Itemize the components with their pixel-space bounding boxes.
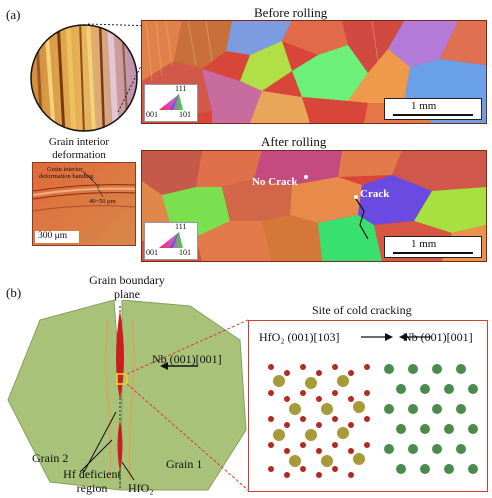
ipf-label-101: 101 <box>179 110 191 119</box>
ebsd-before-grains <box>142 21 486 123</box>
inset-caption-line1: Grain interior <box>48 136 110 148</box>
site-title: Site of cold cracking <box>312 303 412 317</box>
magnified-inset-circle <box>30 24 138 132</box>
optical-micrograph: Grain interior deformation banding 40~50… <box>32 162 136 246</box>
gb-plane-label: Grain boundary plane <box>79 273 175 302</box>
scale-after-line <box>393 252 473 254</box>
hfo2-label: HfO₂ <box>128 481 154 495</box>
scale-bar-before: 1 mm <box>384 98 482 120</box>
site-marker-box <box>116 373 128 385</box>
atomic-structure <box>268 333 478 478</box>
micro-label-1: Grain interior <box>47 166 83 173</box>
scale-after-label: 1 mm <box>411 238 437 250</box>
grain-2-label: Grain 2 <box>32 451 69 465</box>
scale-before-line <box>393 114 473 116</box>
hfo2-lens-upper <box>116 310 124 400</box>
schematic-diagram <box>7 300 249 491</box>
hfo2-lattice <box>268 364 370 478</box>
hf-deficient-label: Hf deficient region <box>56 467 128 496</box>
scale-before-label: 1 mm <box>411 100 437 112</box>
hf-deficient-line2: region <box>76 480 108 495</box>
crack-label: Crack <box>360 188 390 200</box>
before-rolling-title: Before rolling <box>254 5 328 20</box>
no-crack-label: No Crack <box>252 176 298 188</box>
hfo2-lens-lower <box>117 420 123 472</box>
micro-scale-bar: 300 μm <box>35 231 79 243</box>
grain-1-label: Grain 1 <box>166 457 203 471</box>
ipf-label-111: 111 <box>175 84 187 93</box>
nb-arrow-label: Nb (001)[001] <box>152 352 222 366</box>
gb-plane-line1: Grain boundary <box>89 273 165 287</box>
nb-lattice <box>384 364 478 474</box>
ipf-legend-before: 111 001 101 <box>144 84 198 122</box>
after-rolling-title: After rolling <box>261 134 327 149</box>
micro-scale-label: 300 μm <box>38 231 68 241</box>
ipf-label-101-after: 101 <box>179 248 191 257</box>
ipf-triangle-icon <box>159 94 183 110</box>
grain-1-region <box>119 300 247 491</box>
scale-bar-after: 1 mm <box>384 236 482 258</box>
ipf-label-001-after: 001 <box>146 248 158 257</box>
panel-a-label: (a) <box>6 7 21 22</box>
inset-caption-line2: deformation <box>52 148 106 161</box>
ipf-label-001: 001 <box>146 110 158 119</box>
ipf-legend-after: 111 001 101 <box>144 222 198 260</box>
cold-cracking-site-box: HfO₂ (001)[103] Nb (001)[001] <box>248 320 488 492</box>
ipf-label-111-after: 111 <box>175 222 187 231</box>
ipf-triangle-icon-after <box>159 232 183 248</box>
hfo2-orientation: HfO₂ (001)[103] <box>259 330 340 344</box>
gb-plane-line2: plane <box>114 286 140 301</box>
hf-deficient-line1: Hf deficient <box>63 467 121 481</box>
micro-label-2: deformation banding <box>39 173 94 180</box>
ebsd-map-before <box>141 20 487 124</box>
panel-b-label: (b) <box>6 285 22 300</box>
nb-orientation: Nb (001)[001] <box>403 330 473 344</box>
micro-width-label: 40~50 μm <box>89 198 116 205</box>
